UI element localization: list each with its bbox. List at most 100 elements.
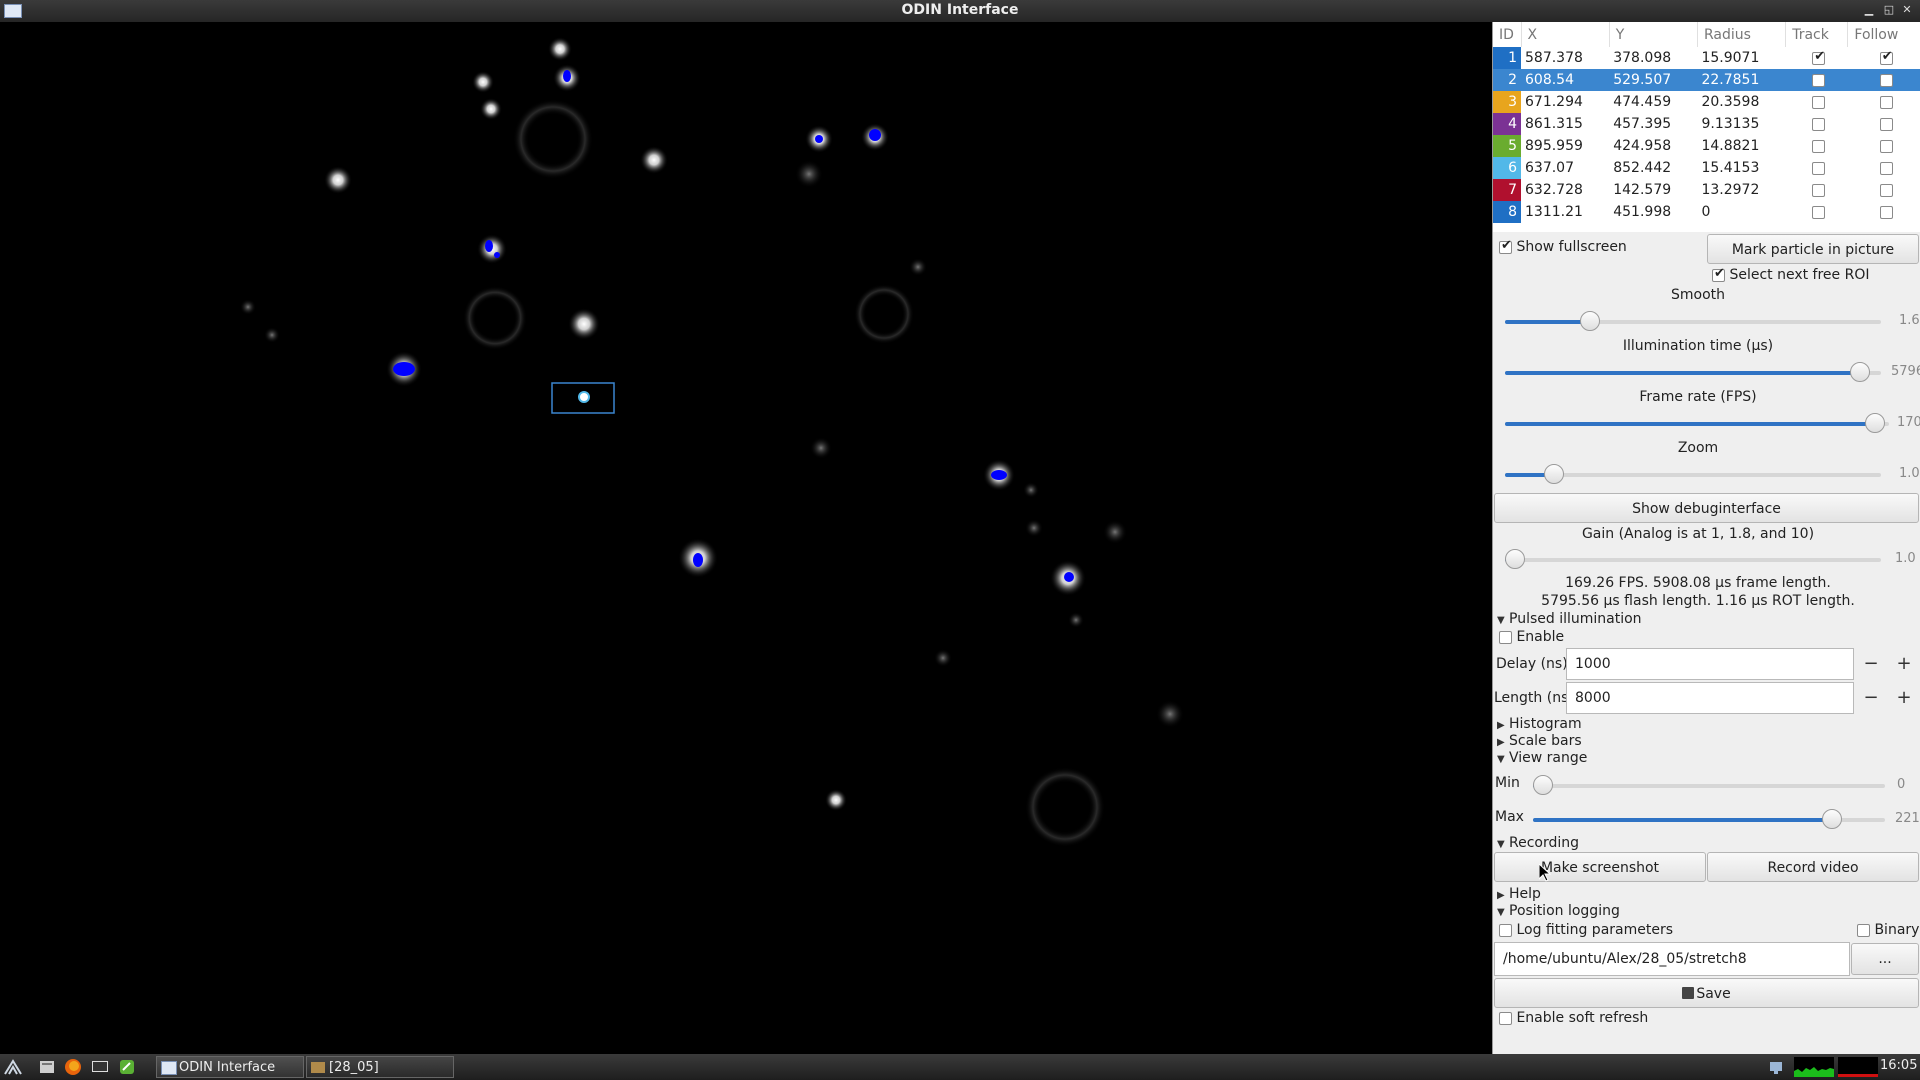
roi-radius-cell[interactable]: 14.8821 (1701, 138, 1760, 154)
table-row[interactable]: 4 861.315 457.395 9.13135 (1493, 113, 1920, 135)
network-icon[interactable] (1768, 1058, 1786, 1076)
follow-checkbox[interactable] (1879, 183, 1893, 197)
follow-checkbox[interactable] (1879, 139, 1893, 153)
track-checkbox[interactable] (1812, 117, 1826, 131)
roi-y-cell[interactable]: 424.958 (1613, 138, 1672, 154)
roi-track-cell[interactable] (1786, 201, 1848, 223)
editor-icon[interactable] (118, 1058, 136, 1076)
view-range-section[interactable]: ▼ View range (1497, 750, 1587, 766)
roi-x-cell[interactable]: 671.294 (1525, 94, 1583, 110)
roi-track-cell[interactable] (1786, 179, 1848, 201)
roi-radius-cell[interactable]: 15.4153 (1701, 160, 1760, 176)
length-plus-button[interactable]: + (1896, 687, 1912, 708)
track-checkbox[interactable] (1812, 73, 1826, 87)
roi-radius-cell[interactable]: 20.3598 (1701, 94, 1760, 110)
header-x[interactable]: X (1521, 22, 1610, 47)
show-debuginterface-button[interactable]: Show debuginterface (1494, 493, 1919, 523)
roi-track-cell[interactable] (1785, 69, 1848, 91)
track-checkbox[interactable] (1812, 205, 1826, 219)
record-video-button[interactable]: Record video (1707, 852, 1919, 882)
slider-handle[interactable] (1850, 362, 1870, 382)
recording-section[interactable]: ▼ Recording (1497, 835, 1579, 851)
table-row[interactable]: 3 671.294 474.459 20.3598 (1493, 91, 1920, 113)
follow-checkbox[interactable] (1879, 117, 1893, 131)
slider-handle[interactable] (1505, 549, 1525, 569)
minimize-icon[interactable]: ▁ (1864, 3, 1874, 16)
pulsed-illumination-section[interactable]: ▼ Pulsed illumination (1497, 611, 1642, 627)
roi-follow-cell[interactable] (1848, 135, 1920, 157)
roi-y-cell[interactable]: 142.579 (1613, 182, 1672, 198)
checkbox-icon[interactable] (1712, 266, 1725, 282)
select-next-roi-checkbox[interactable]: Select next free ROI (1712, 266, 1870, 283)
terminal-icon[interactable] (91, 1058, 109, 1076)
header-track[interactable]: Track (1785, 22, 1849, 47)
help-section[interactable]: ▶ Help (1497, 886, 1541, 902)
browser-icon[interactable] (64, 1058, 82, 1076)
roi-follow-cell[interactable] (1848, 113, 1920, 135)
table-row[interactable]: 5 895.959 424.958 14.8821 (1493, 135, 1920, 157)
app-icon[interactable] (4, 4, 22, 18)
roi-x-cell[interactable]: 608.54 (1521, 69, 1610, 91)
roi-id-cell[interactable]: 6 (1493, 157, 1521, 179)
gain-slider[interactable] (1505, 549, 1881, 569)
roi-track-cell[interactable] (1786, 47, 1848, 69)
roi-radius-cell[interactable]: 13.2972 (1701, 182, 1760, 198)
roi-radius-cell[interactable]: 22.7851 (1697, 69, 1786, 91)
track-checkbox[interactable] (1812, 95, 1826, 109)
roi-y-cell[interactable]: 378.098 (1613, 50, 1672, 66)
binary-checkbox[interactable]: Binary (1857, 922, 1919, 938)
table-row[interactable]: 6 637.07 852.442 15.4153 (1493, 157, 1920, 179)
slider-handle[interactable] (1865, 413, 1885, 433)
length-minus-button[interactable]: − (1863, 687, 1879, 708)
checkbox-icon[interactable] (1499, 1011, 1512, 1025)
save-button[interactable]: Save (1494, 978, 1919, 1008)
roi-track-cell[interactable] (1786, 113, 1848, 135)
roi-id-cell[interactable]: 7 (1493, 179, 1521, 201)
roi-follow-cell[interactable] (1848, 47, 1920, 69)
header-id[interactable]: ID (1493, 22, 1522, 47)
delay-minus-button[interactable]: − (1863, 653, 1879, 674)
roi-follow-cell[interactable] (1848, 179, 1920, 201)
follow-checkbox[interactable] (1879, 49, 1893, 65)
roi-x-cell[interactable]: 637.07 (1525, 160, 1574, 176)
roi-id-cell[interactable]: 1 (1493, 47, 1521, 69)
roi-y-cell[interactable]: 529.507 (1609, 69, 1698, 91)
roi-id-cell[interactable]: 2 (1493, 69, 1521, 91)
track-checkbox[interactable] (1812, 49, 1826, 65)
roi-id-cell[interactable]: 4 (1493, 113, 1521, 135)
track-checkbox[interactable] (1812, 183, 1826, 197)
show-fullscreen-checkbox[interactable]: Show fullscreen (1499, 238, 1627, 255)
follow-checkbox[interactable] (1879, 205, 1893, 219)
camera-view[interactable] (0, 22, 1492, 1052)
file-manager-icon[interactable] (38, 1058, 56, 1076)
roi-follow-cell[interactable] (1848, 91, 1920, 113)
mark-particle-button[interactable]: Mark particle in picture (1707, 234, 1919, 264)
checkbox-icon[interactable] (1857, 923, 1870, 937)
track-checkbox[interactable] (1812, 139, 1826, 153)
browse-button[interactable]: ... (1851, 943, 1919, 975)
roi-x-cell[interactable]: 632.728 (1525, 182, 1583, 198)
slider-handle[interactable] (1533, 775, 1553, 795)
header-follow[interactable]: Follow (1847, 22, 1920, 47)
roi-y-cell[interactable]: 852.442 (1613, 160, 1672, 176)
table-row[interactable]: 1 587.378 378.098 15.9071 (1493, 47, 1920, 69)
checkbox-icon[interactable] (1499, 630, 1512, 644)
slider-handle[interactable] (1544, 464, 1564, 484)
task-odin-interface[interactable]: ODIN Interface (156, 1056, 304, 1078)
roi-x-cell[interactable]: 1311.21 (1525, 204, 1583, 220)
checkbox-icon[interactable] (1499, 923, 1512, 937)
roi-track-cell[interactable] (1786, 91, 1848, 113)
roi-y-cell[interactable]: 451.998 (1613, 204, 1672, 220)
follow-checkbox[interactable] (1879, 95, 1893, 109)
pulsed-enable-checkbox[interactable]: Enable (1499, 629, 1564, 645)
checkbox-icon[interactable] (1499, 238, 1512, 254)
max-slider[interactable] (1533, 809, 1885, 829)
table-row[interactable]: 8 1311.21 451.998 0 (1493, 201, 1920, 223)
slider-handle[interactable] (1822, 809, 1842, 829)
zoom-slider[interactable] (1505, 464, 1881, 484)
roi-id-cell[interactable]: 5 (1493, 135, 1521, 157)
delay-input[interactable]: 1000 (1566, 648, 1854, 680)
fps-slider[interactable] (1505, 413, 1889, 433)
roi-track-cell[interactable] (1786, 157, 1848, 179)
roi-id-cell[interactable]: 8 (1493, 201, 1521, 223)
